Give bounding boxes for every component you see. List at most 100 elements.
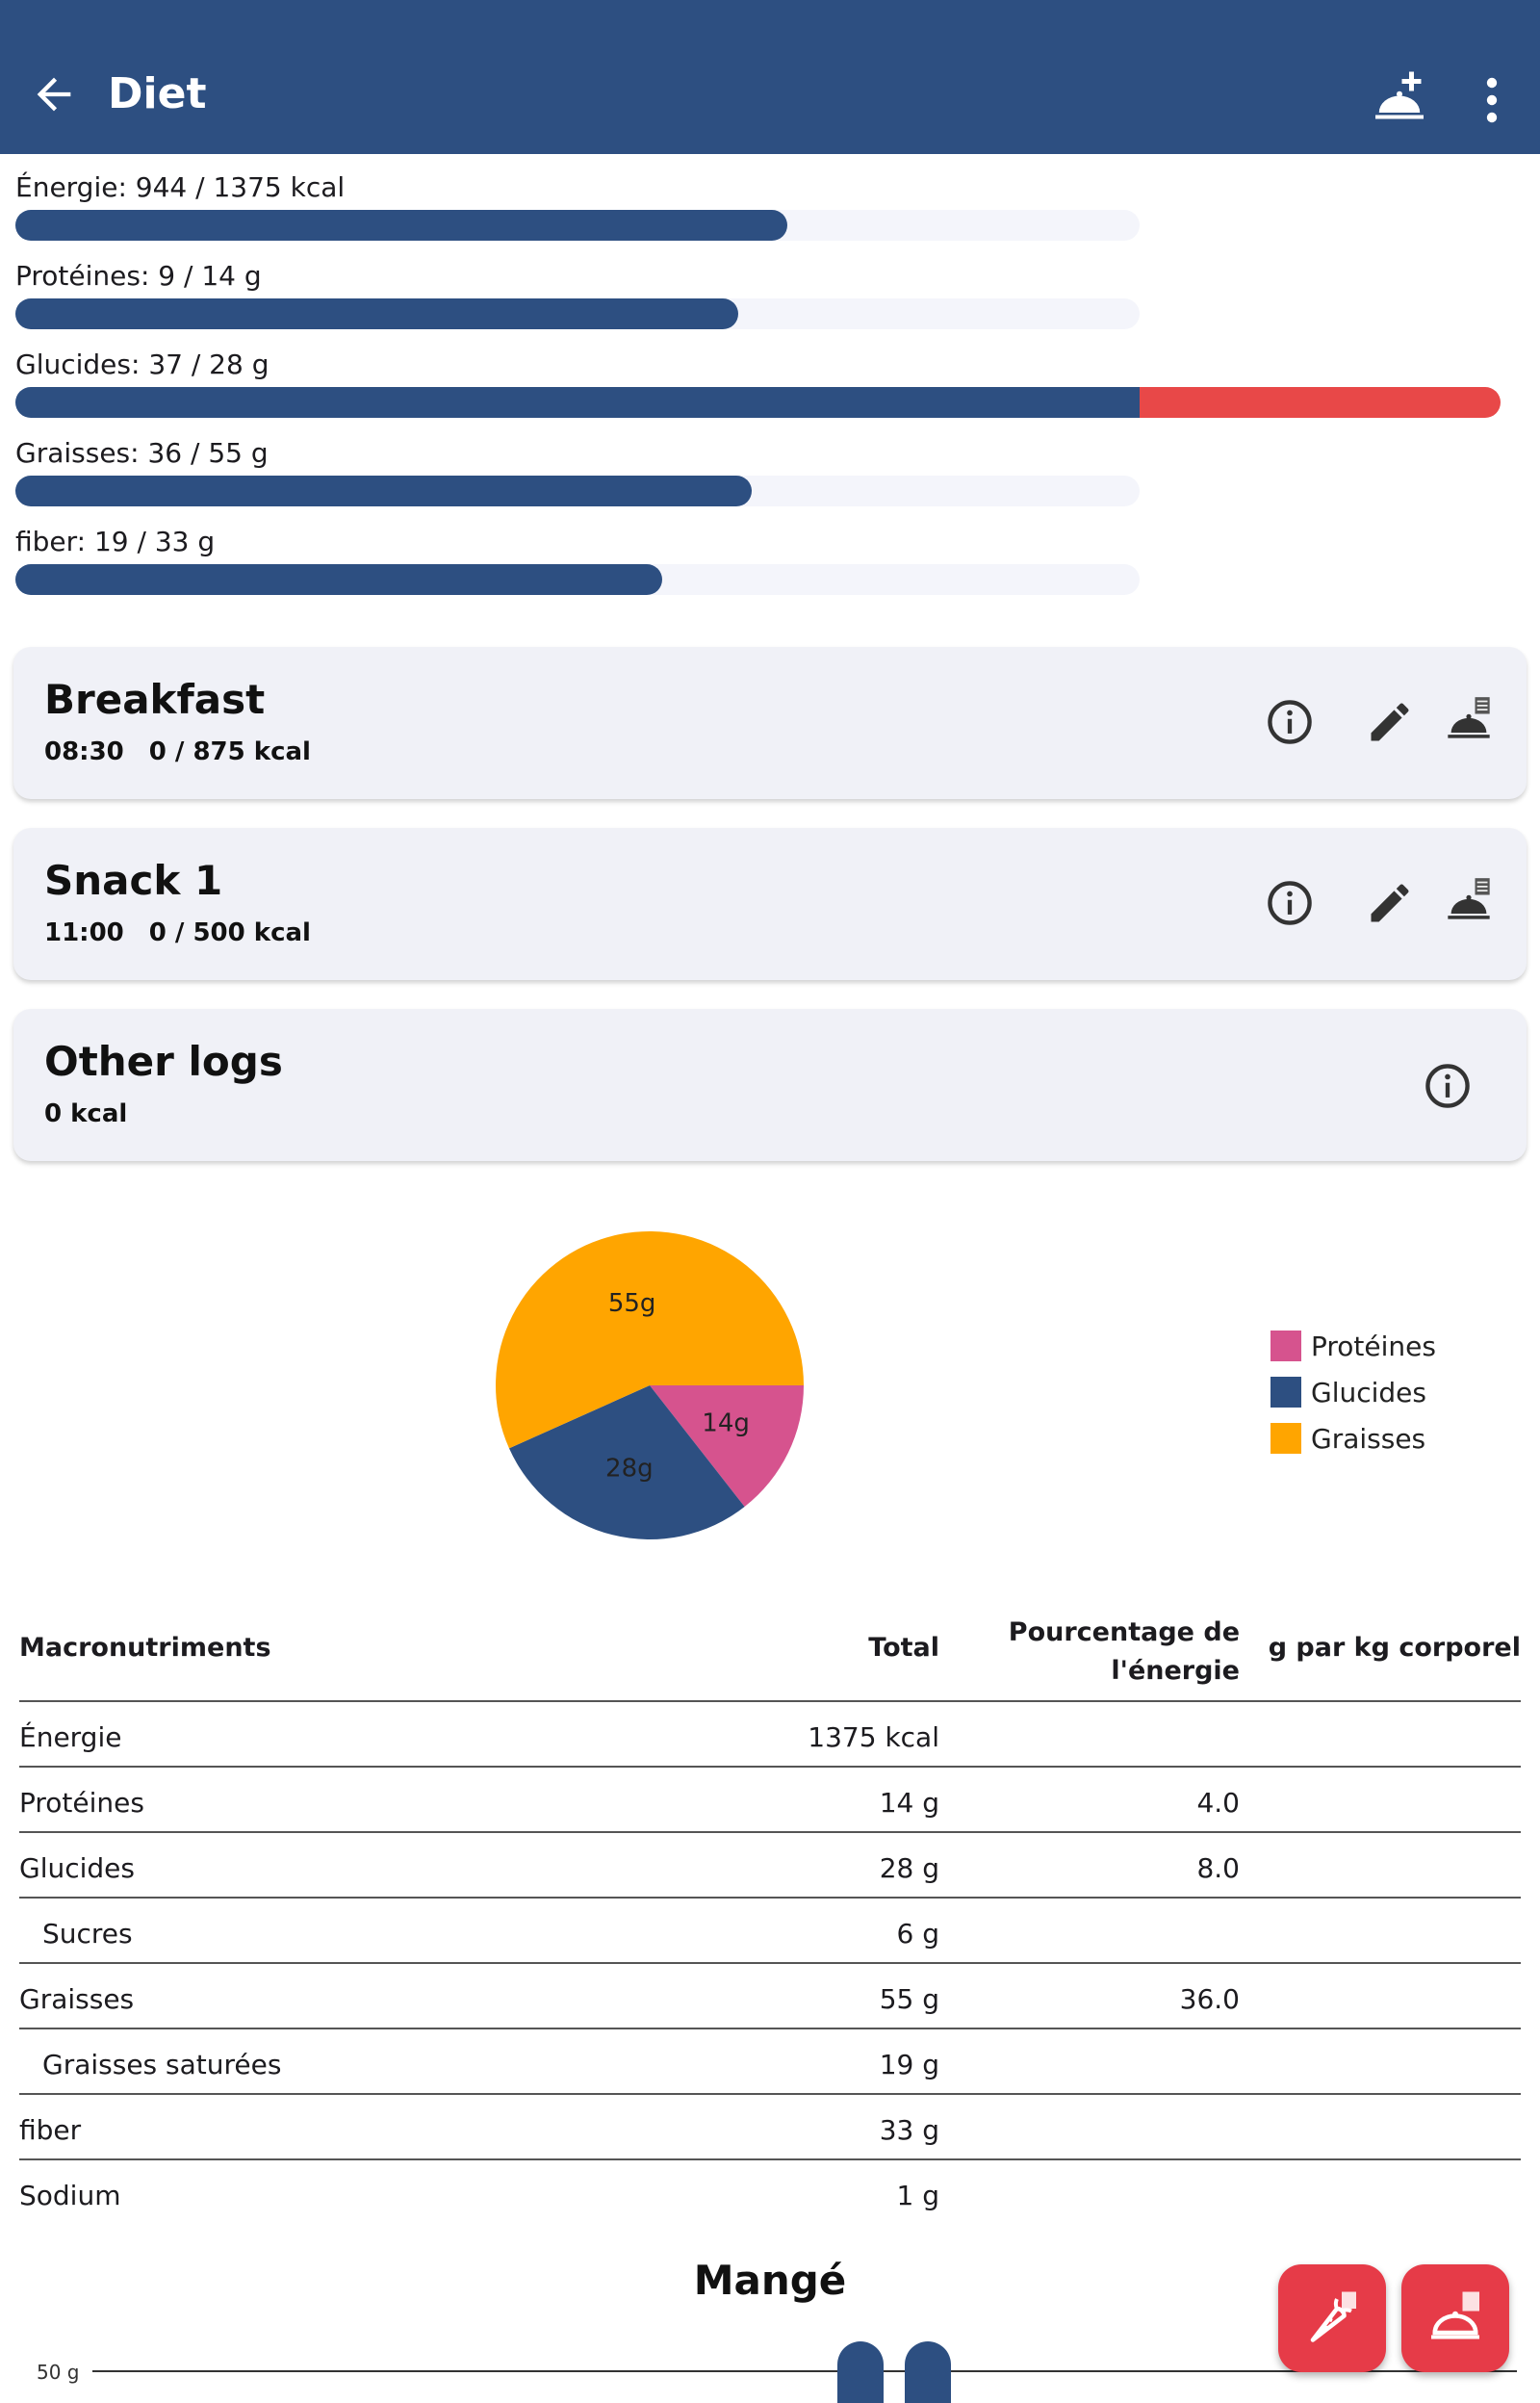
progress-fill [15,387,1140,418]
header-total: Total [868,1633,939,1663]
macro-pie-chart: 14g 28g 55g [496,1231,804,1539]
table-row: Énergie 1375 kcal [19,1702,1521,1768]
eaten-bar [905,2341,951,2403]
cell-total: 1 g [896,2180,940,2211]
cell-name: Protéines [19,1787,144,1819]
progress-fat: Graisses: 36 / 55 g [15,437,1540,506]
eaten-bar [837,2341,884,2403]
meal-subtitle: 0 kcal [44,1099,152,1128]
log-ingredient-fab[interactable] [1278,2264,1386,2372]
cell-total: 19 g [879,2049,939,2080]
log-meal-icon[interactable] [1444,876,1494,926]
header-pct-line2: l'énergie [1111,1656,1240,1686]
progress-fill [15,298,738,329]
table-row: Protéines 14 g 4.0 [19,1768,1521,1833]
meal-energy: 0 / 500 kcal [148,918,311,947]
meal-time: 08:30 [44,737,124,766]
macro-table: Macronutriments Total Pourcentage de l'én… [19,1598,1521,2226]
table-row: Graisses 55 g 36.0 [19,1964,1521,2029]
cell-pct: 8.0 [1196,1852,1240,1884]
cell-total: 28 g [879,1852,939,1884]
pie-slice-label: 55g [608,1289,656,1318]
pie-slice [496,1231,804,1449]
legend-label: Glucides [1311,1376,1426,1408]
legend-swatch [1270,1423,1301,1454]
progress-label: Glucides: 37 / 28 g [15,349,270,380]
legend-item: Graisses [1270,1415,1436,1461]
meal-subtitle: 08:30 0 / 875 kcal [44,737,336,766]
pie-slice [508,1385,745,1539]
add-meal-icon[interactable] [1371,69,1428,127]
progress-label: fiber: 19 / 33 g [15,526,216,557]
cell-total: 55 g [879,1983,939,2015]
meal-name: Other logs [44,1038,283,1085]
axis-line [92,2370,1517,2372]
meal-energy: 0 kcal [44,1099,128,1128]
progress-fill [15,210,787,241]
cell-total: 33 g [879,2114,939,2146]
cell-name: Sodium [19,2180,121,2211]
edit-icon[interactable] [1365,697,1415,747]
header-pct: Pourcentage de l'énergie [1009,1614,1240,1691]
cell-total: 6 g [896,1918,940,1950]
cell-total: 14 g [879,1787,939,1819]
pie-slice [650,1385,804,1508]
progress-label: Énergie: 944 / 1375 kcal [15,171,346,203]
more-vert-icon[interactable] [1473,75,1511,125]
table-header: Macronutriments Total Pourcentage de l'én… [19,1598,1521,1702]
progress-label: Graisses: 36 / 55 g [15,437,269,469]
edit-icon[interactable] [1365,878,1415,928]
progress-fill [15,564,663,595]
progress-overflow [1140,387,1502,418]
header-macro: Macronutriments [19,1633,271,1663]
progress-protein: Protéines: 9 / 14 g [15,260,1540,329]
log-meal-fab[interactable] [1401,2264,1509,2372]
pie-slice-label: 28g [605,1454,654,1483]
meal-card-snack-1[interactable]: Snack 1 11:00 0 / 500 kcal [13,828,1527,980]
progress-fill [15,476,752,506]
info-icon[interactable] [1265,697,1315,747]
legend-label: Protéines [1311,1330,1436,1362]
meal-icon [1431,2291,1479,2339]
info-icon[interactable] [1265,878,1315,928]
header-pct-line1: Pourcentage de [1008,1617,1240,1647]
legend-swatch [1270,1377,1301,1408]
meal-name: Breakfast [44,676,266,723]
app-bar: Diet [0,0,1540,154]
cell-name: Sucres [42,1918,133,1950]
cell-total: 1375 kcal [808,1721,939,1753]
back-arrow-icon[interactable] [29,69,79,119]
eaten-title: Mangé [693,2257,847,2304]
cell-pct: 4.0 [1196,1787,1240,1819]
info-icon[interactable] [1423,1061,1473,1111]
meal-time: 11:00 [44,918,124,947]
meal-card-other-logs[interactable]: Other logs 0 kcal [13,1009,1527,1161]
meal-subtitle: 11:00 0 / 500 kcal [44,918,336,947]
axis-label: 50 g [37,2361,80,2384]
table-body: Énergie 1375 kcal Protéines 14 g 4.0 Glucides… [19,1702,1521,2226]
cell-name: Glucides [19,1852,135,1884]
page-title: Diet [108,69,207,118]
log-meal-icon[interactable] [1444,695,1494,745]
cell-name: Graisses [19,1983,135,2015]
pie-slice-label: 14g [702,1409,750,1438]
progress-energy: Énergie: 944 / 1375 kcal [15,171,1540,241]
legend-item: Protéines [1270,1323,1436,1369]
cell-pct: 36.0 [1179,1983,1240,2015]
table-row: fiber 33 g [19,2095,1521,2160]
legend-label: Graisses [1311,1422,1426,1455]
pie-legend: Protéines Glucides Graisses [1270,1323,1436,1461]
progress-fiber: fiber: 19 / 33 g [15,526,1540,595]
progress-label: Protéines: 9 / 14 g [15,260,262,292]
table-row: Sucres 6 g [19,1899,1521,1964]
table-row: Sodium 1 g [19,2160,1521,2226]
meal-name: Snack 1 [44,857,223,904]
cell-name: fiber [19,2114,82,2146]
table-row: Graisses saturées 19 g [19,2029,1521,2095]
carrot-icon [1310,2291,1356,2342]
progress-carbs: Glucides: 37 / 28 g [15,349,1540,418]
meal-energy: 0 / 875 kcal [148,737,311,766]
legend-item: Glucides [1270,1369,1436,1415]
meal-card-breakfast[interactable]: Breakfast 08:30 0 / 875 kcal [13,647,1527,799]
cell-name: Énergie [19,1721,122,1753]
